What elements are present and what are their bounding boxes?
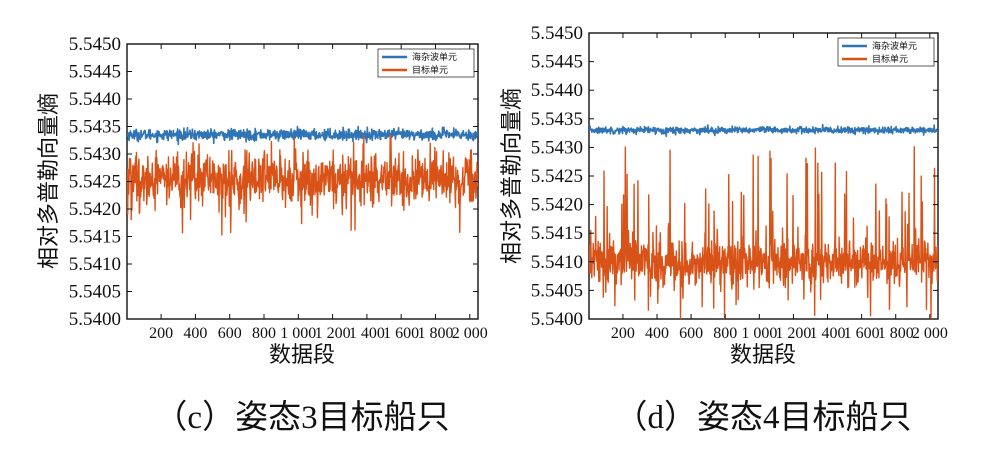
x-tick-label-c-8: 1 800 [417, 325, 453, 342]
plot-area-d [588, 32, 939, 320]
y-tick-label-c-7: 5.5435 [69, 117, 121, 138]
legend-label-c-0: 海杂波单元 [412, 51, 457, 62]
legend-box-d [837, 37, 935, 67]
x-tick-label-c-6: 1 400 [349, 325, 385, 342]
y-tick-label-d-3: 5.5415 [531, 223, 583, 244]
legend-c: 海杂波单元 目标单元 [377, 48, 475, 78]
x-tick-label-d-8: 1 800 [878, 325, 914, 342]
y-axis-ticks-c: 5.5400 5.5405 5.5410 5.5415 5.5420 5.5425 5.54… [69, 34, 478, 330]
y-tick-label-c-3: 5.5415 [69, 227, 121, 248]
x-tick-label-d-6: 1 400 [810, 325, 846, 342]
x-tick-label-d-7: 1 600 [844, 325, 880, 342]
y-tick-label-d-4: 5.5420 [531, 195, 583, 216]
x-tick-label-d-4: 1 000 [741, 325, 777, 342]
y-tick-label-c-10: 5.5450 [69, 34, 121, 55]
x-tick-label-d-1: 400 [645, 325, 669, 342]
y-tick-label-c-1: 5.5405 [69, 282, 121, 303]
x-tick-label-c-0: 200 [149, 325, 173, 342]
x-tick-label-c-1: 400 [183, 325, 207, 342]
x-axis-label-c: 数据段 [269, 342, 335, 367]
caption-d: （d）姿态4目标船只 [615, 399, 912, 436]
caption-c: （c）姿态3目标船只 [154, 399, 449, 436]
panel-c-chart: 5.5400 5.5405 5.5410 5.5415 5.5420 5.5425 5.54… [36, 34, 488, 436]
legend-box-c [377, 48, 475, 78]
y-axis-label-c: 相对多普勒向量熵 [36, 93, 61, 269]
y-tick-label-c-6: 5.5430 [69, 144, 121, 165]
series-line-c-1 [127, 134, 478, 236]
x-axis-label-d: 数据段 [730, 342, 796, 367]
x-tick-label-d-5: 1 200 [775, 325, 811, 342]
y-axis-ticks-d: 5.5400 5.5405 5.5410 5.5415 5.5420 5.5425 5.54… [531, 23, 938, 330]
legend-label-d-1: 目标单元 [872, 53, 908, 64]
y-axis-label-d: 相对多普勒向量熵 [499, 88, 524, 264]
y-tick-label-d-9: 5.5445 [531, 52, 583, 73]
x-tick-label-c-2: 600 [218, 325, 242, 342]
series-line-c-0 [127, 125, 478, 146]
x-tick-label-d-2: 600 [679, 325, 703, 342]
y-tick-label-d-8: 5.5440 [531, 80, 583, 101]
x-tick-label-c-5: 1 200 [315, 325, 351, 342]
y-tick-label-c-9: 5.5445 [69, 62, 121, 83]
y-tick-label-d-10: 5.5450 [531, 23, 583, 44]
x-tick-label-d-3: 800 [713, 325, 737, 342]
y-tick-label-d-7: 5.5435 [531, 109, 583, 130]
y-tick-label-d-0: 5.5400 [531, 309, 583, 330]
legend-d: 海杂波单元 目标单元 [837, 37, 935, 67]
y-tick-label-c-2: 5.5410 [69, 254, 121, 275]
x-tick-label-d-9: 2 000 [912, 325, 948, 342]
x-tick-label-c-7: 1 600 [383, 325, 419, 342]
series-line-d-0 [589, 123, 938, 138]
x-tick-label-c-4: 1 000 [280, 325, 316, 342]
y-tick-label-d-6: 5.5430 [531, 137, 583, 158]
legend-label-d-0: 海杂波单元 [872, 40, 917, 51]
x-tick-label-d-0: 200 [611, 325, 635, 342]
legend-label-c-1: 目标单元 [412, 64, 448, 75]
y-tick-label-d-1: 5.5405 [531, 280, 583, 301]
y-tick-label-d-2: 5.5410 [531, 252, 583, 273]
y-tick-label-d-5: 5.5425 [531, 166, 583, 187]
x-tick-label-c-9: 2 000 [452, 325, 488, 342]
panel-d-chart: 5.5400 5.5405 5.5410 5.5415 5.5420 5.5425 5.54… [499, 23, 948, 436]
y-tick-label-c-8: 5.5440 [69, 89, 121, 110]
series-lines-d [589, 123, 938, 319]
y-tick-label-c-0: 5.5400 [69, 309, 121, 330]
x-tick-label-c-3: 800 [252, 325, 276, 342]
y-tick-label-c-4: 5.5420 [69, 199, 121, 220]
y-tick-label-c-5: 5.5425 [69, 172, 121, 193]
series-lines-c [127, 125, 478, 236]
series-line-d-1 [589, 146, 938, 319]
